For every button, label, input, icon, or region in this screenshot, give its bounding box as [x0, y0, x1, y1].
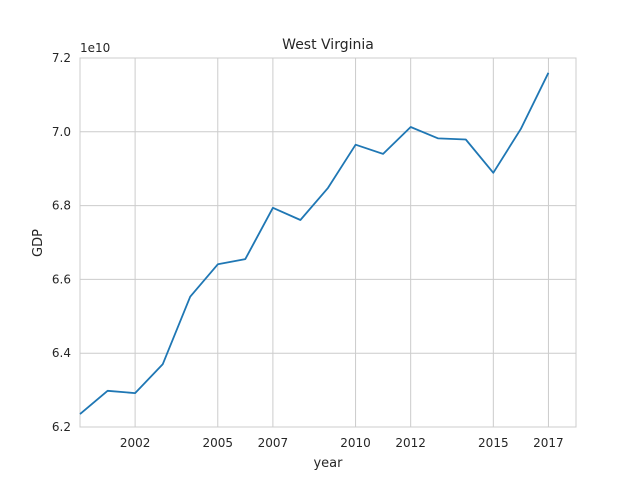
gdp-series-line — [79, 72, 550, 415]
y-offset-label: 1e10 — [80, 41, 110, 55]
x-tick-label: 2017 — [533, 436, 564, 450]
y-tick-label: 7.2 — [52, 51, 71, 65]
plot-frame — [79, 57, 577, 428]
y-tick-label: 7.0 — [52, 125, 71, 139]
series-layer — [79, 72, 550, 415]
x-tick-label: 2007 — [258, 436, 289, 450]
y-tick-label: 6.8 — [52, 199, 71, 213]
x-tick-label: 2002 — [120, 436, 151, 450]
y-tick-labels: 6.2 6.4 6.6 6.8 7.0 7.2 — [52, 51, 71, 434]
y-tick-label: 6.2 — [52, 420, 71, 434]
x-tick-label: 2012 — [395, 436, 426, 450]
y-tick-label: 6.6 — [52, 272, 71, 286]
y-axis-label: GDP — [31, 229, 46, 257]
x-axis-label: year — [313, 456, 343, 471]
x-tick-label: 2005 — [203, 436, 234, 450]
x-tick-label: 2010 — [340, 436, 371, 450]
chart-title: West Virginia — [282, 37, 374, 53]
x-tick-label: 2015 — [478, 436, 509, 450]
y-tick-label: 6.4 — [52, 346, 71, 360]
x-tick-labels: 2002 2005 2007 2010 2012 2015 2017 — [120, 436, 564, 450]
